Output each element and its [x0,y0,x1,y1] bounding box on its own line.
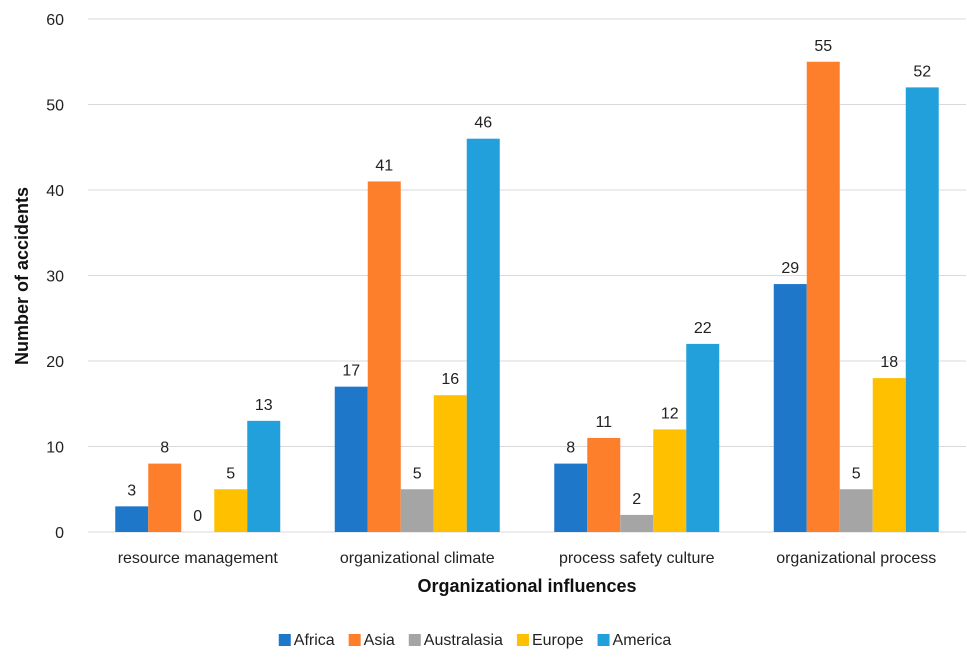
bar-asia [367,181,401,532]
y-tick-label: 60 [46,12,64,29]
bar-europe [653,429,687,532]
x-category-label: resource management [118,550,279,567]
data-label: 3 [127,482,136,499]
x-axis-categories: resource management organizational climat… [118,550,937,567]
data-label: 18 [880,354,898,371]
legend-label: Europe [532,632,584,649]
y-tick-label: 10 [46,440,64,457]
data-label: 5 [852,465,861,482]
x-category-label: process safety culture [559,550,715,567]
data-label: 17 [342,363,360,380]
data-label: 46 [474,115,492,132]
bar-asia [148,463,182,532]
legend-label: Asia [364,632,395,649]
data-label: 16 [441,371,459,388]
data-label: 11 [595,414,612,431]
bar-europe [872,378,906,532]
legend-label: Australasia [424,632,503,649]
x-category-label: organizational climate [340,550,495,567]
legend-swatch [348,634,361,646]
bar-africa [334,386,368,532]
data-label: 41 [375,157,393,174]
y-tick-label: 30 [46,269,64,286]
x-axis-title: Organizational influences [417,576,636,596]
data-label: 55 [814,38,832,55]
bar-australasia [400,489,434,532]
legend-swatch [597,634,610,646]
data-label: 29 [781,260,799,277]
y-tick-label: 40 [46,183,64,200]
bar-australasia [620,514,654,532]
data-label: 8 [566,440,575,457]
legend-item-australasia: Australasia [408,632,503,649]
bar-asia [587,437,621,532]
legend-label: America [613,632,672,649]
y-tick-label: 0 [55,525,64,542]
gridlines [88,18,966,533]
legend-swatch [516,634,529,646]
bar-america [686,343,720,532]
bar-america [247,420,281,532]
data-label: 5 [226,465,235,482]
bar-africa [554,463,588,532]
legend-label: Africa [294,632,335,649]
legend-item-europe: Europe [516,632,584,649]
legend: Africa Asia Australasia Europe America [278,632,672,649]
legend-swatch [408,634,421,646]
bar-america [905,87,939,533]
data-label: 13 [255,397,273,414]
data-label: 22 [694,320,712,337]
y-axis-ticks: 0 10 20 30 40 50 60 [46,12,64,542]
bar-asia [806,61,840,532]
data-label: 2 [632,491,641,508]
x-category-label: organizational process [776,550,936,567]
bar-africa [115,506,149,532]
legend-item-asia: Asia [348,632,395,649]
y-axis-title: Number of accidents [12,187,32,365]
y-tick-label: 20 [46,354,64,371]
bar-america [466,138,500,532]
data-label: 0 [193,508,202,525]
legend-item-america: America [597,632,672,649]
data-label: 52 [913,63,931,80]
legend-swatch [278,634,291,646]
data-label: 12 [661,405,679,422]
bars [115,61,939,533]
legend-item-africa: Africa [278,632,335,649]
y-tick-label: 50 [46,98,64,115]
bar-europe [214,489,248,532]
bar-africa [773,284,807,532]
bar-europe [433,395,467,532]
data-label: 8 [160,440,169,457]
data-label: 5 [413,465,422,482]
bar-australasia [839,489,873,532]
